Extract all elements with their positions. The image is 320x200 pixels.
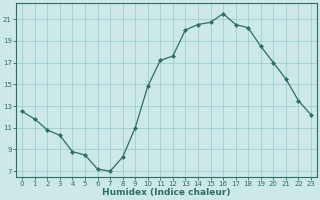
X-axis label: Humidex (Indice chaleur): Humidex (Indice chaleur) [102,188,231,197]
